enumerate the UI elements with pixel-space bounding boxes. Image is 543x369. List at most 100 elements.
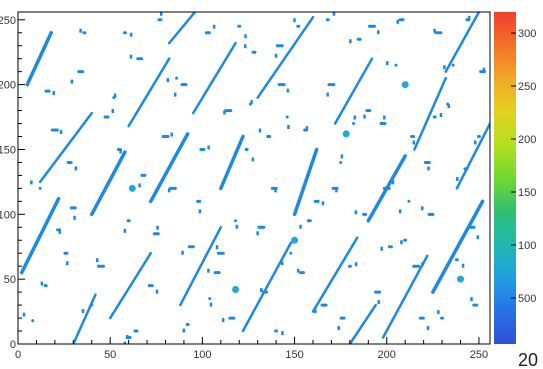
hit-speck-68: [299, 224, 302, 229]
track-23: [348, 303, 377, 344]
hit-37: [403, 238, 408, 242]
hit-75: [103, 115, 110, 119]
plot-area: [19, 12, 490, 344]
hit-69: [339, 316, 346, 320]
hit-35: [382, 186, 391, 190]
hit-74: [63, 251, 69, 255]
track-6: [149, 132, 190, 204]
hit-58: [423, 160, 431, 164]
hit-12: [175, 76, 179, 80]
hit-5: [96, 264, 105, 268]
hit-speck-73: [473, 140, 477, 145]
hit-speck-88: [181, 250, 184, 255]
hit-40: [427, 212, 435, 216]
hit-36: [394, 63, 398, 67]
hit-8: [133, 329, 139, 333]
hit-speck-91: [439, 113, 443, 118]
track-17: [413, 76, 447, 151]
hit-speck-78: [209, 302, 213, 307]
hit-speck-90: [353, 115, 357, 120]
hit-speck-51: [207, 145, 210, 150]
track-7: [179, 226, 223, 307]
hit-speck-61: [79, 28, 82, 33]
hit-speck-89: [274, 53, 278, 58]
track-18: [431, 199, 485, 294]
hit-72: [451, 63, 455, 67]
hit-speck-54: [287, 125, 290, 130]
track-11: [256, 15, 315, 99]
track-9: [219, 134, 245, 191]
axes: 0 50 100 150 200 250 0 50 100 150 200 250: [0, 11, 491, 361]
hit-speck-15: [212, 24, 216, 29]
hit-3: [66, 160, 73, 164]
hit-speck-64: [173, 92, 177, 97]
hit-4: [77, 70, 85, 74]
colorbar-label-3: 150: [518, 187, 536, 199]
hit-90: [352, 122, 356, 126]
hit-speck-56: [354, 210, 358, 215]
hit-10: [152, 232, 160, 236]
hit-speck-75: [111, 109, 114, 114]
track-0: [19, 197, 61, 275]
hit-50: [157, 18, 163, 22]
hit-85: [440, 316, 445, 320]
hit-47: [50, 128, 59, 132]
hit-13: [185, 323, 190, 327]
hit-speck-25: [293, 18, 296, 23]
hit-speck-85: [437, 310, 440, 315]
hit-speck-86: [467, 15, 471, 20]
colorbar: 300 250 200 150 100 500: [494, 12, 536, 344]
hit-speck-57: [396, 19, 399, 24]
hit-speck-52: [221, 318, 225, 323]
hit-71: [412, 264, 421, 268]
hit-speck-60: [30, 180, 33, 185]
y-tick-label-0: 0: [10, 339, 16, 351]
x-tick-label-0: 0: [15, 349, 21, 361]
hit-91: [432, 115, 437, 119]
hit-speck-1: [40, 281, 44, 286]
track-1: [38, 111, 93, 184]
hit-9: [140, 173, 147, 177]
colorbar-label-1: 250: [518, 81, 536, 93]
hit-speck-55: [332, 12, 336, 16]
hit-speck-32: [349, 39, 352, 44]
colorbar-label-2: 200: [518, 134, 536, 146]
hit-78: [208, 297, 212, 301]
hit-speck-19: [251, 157, 255, 162]
hit-14: [196, 199, 202, 203]
hit-speck-13: [182, 328, 186, 333]
hot-spot-4: [291, 236, 299, 244]
hit-speck-94: [73, 215, 76, 220]
hit-24: [289, 251, 293, 255]
track-14: [333, 57, 374, 125]
hit-speck-62: [119, 149, 122, 154]
hit-speck-76: [129, 54, 133, 59]
colorbar-label-4: 100: [518, 240, 536, 252]
hit-speck-31: [354, 262, 358, 267]
hit-speck-33: [363, 114, 366, 119]
colorbar-label-0: 300: [518, 28, 536, 40]
hit-speck-4: [70, 79, 74, 84]
hit-speck-49: [123, 228, 127, 233]
hit-21: [262, 290, 269, 294]
hit-81: [298, 271, 305, 275]
hit-speck-69: [337, 326, 340, 331]
hit-56: [362, 212, 368, 216]
hit-44: [463, 167, 469, 171]
track-22: [167, 12, 197, 45]
hit-15: [204, 31, 211, 35]
track-21: [25, 31, 53, 87]
hit-speck-65: [215, 245, 219, 250]
hit-speck-81: [296, 268, 300, 273]
hit-48: [90, 303, 94, 307]
hit-92: [387, 245, 393, 249]
hit-speck-30: [340, 154, 344, 159]
track-5: [127, 57, 171, 128]
x-tick-label-250: 250: [470, 349, 488, 361]
hit-speck-67: [281, 331, 284, 336]
hit-speck-24: [280, 261, 284, 266]
plot-frame: [17, 11, 491, 345]
hit-speck-34: [377, 300, 381, 305]
hit-11: [161, 135, 170, 138]
